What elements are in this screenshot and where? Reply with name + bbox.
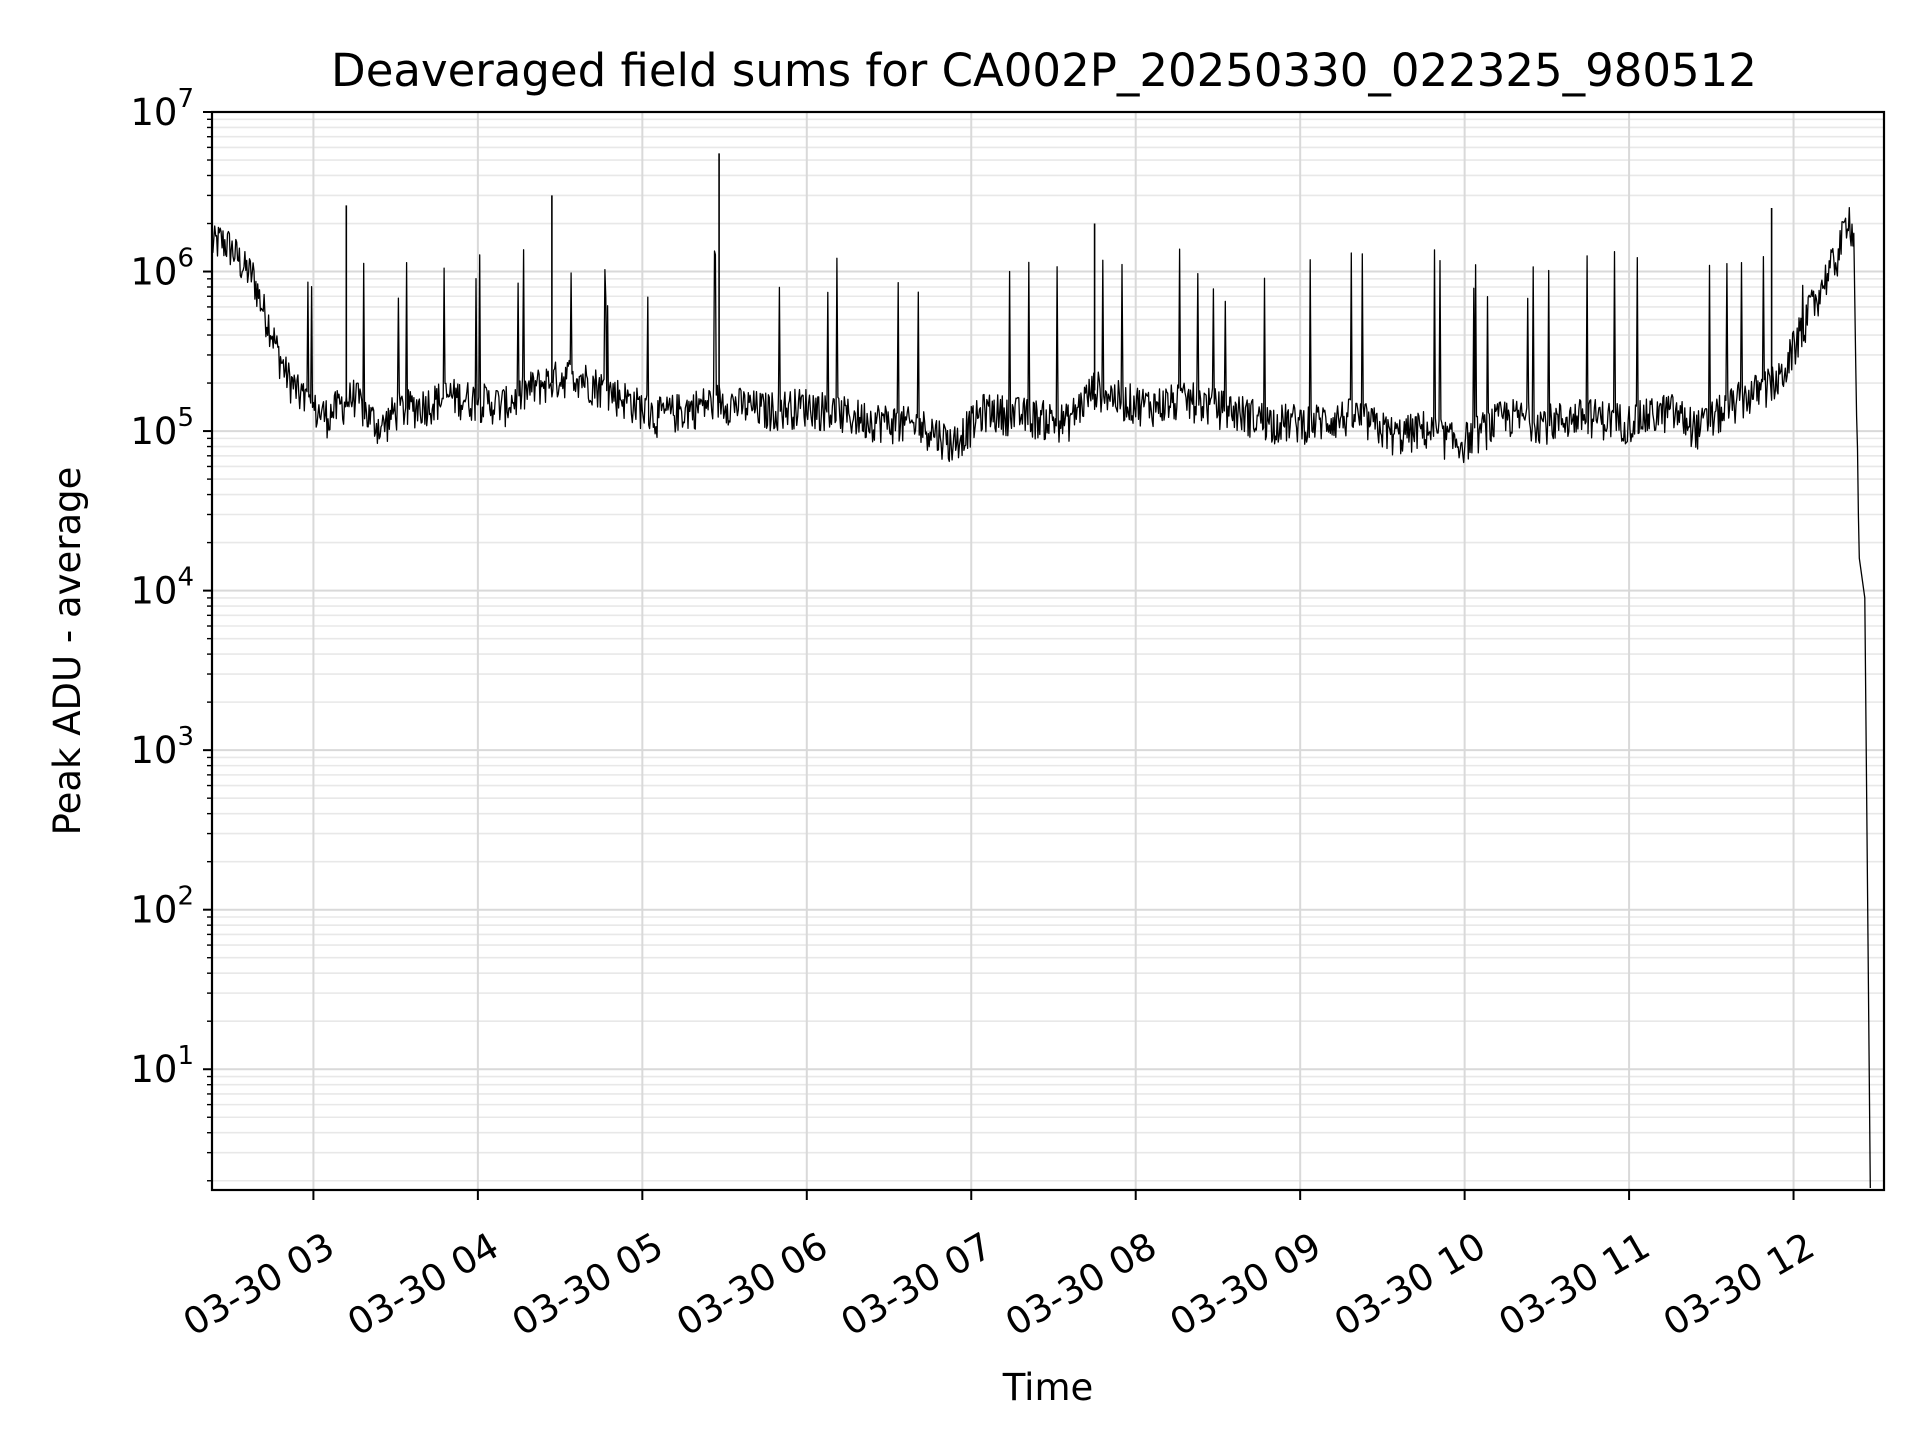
y-tick-label: 105 (130, 403, 194, 453)
plot-area (211, 153, 1871, 1189)
chart-title: Deaveraged field sums for CA002P_2025033… (331, 44, 1757, 97)
grid (212, 111, 1884, 1190)
y-tick-label: 101 (130, 1041, 194, 1091)
y-axis-label: Peak ADU - average (46, 467, 89, 836)
y-tick-label: 106 (130, 244, 194, 294)
y-tick-label: 104 (130, 563, 194, 613)
y-tick-label: 107 (130, 84, 194, 134)
series-line (211, 207, 1871, 1189)
plot-frame (210, 110, 1886, 1192)
y-tick-label: 102 (130, 882, 194, 932)
x-axis-label: Time (1002, 1366, 1094, 1409)
y-tick-label: 103 (130, 722, 194, 772)
